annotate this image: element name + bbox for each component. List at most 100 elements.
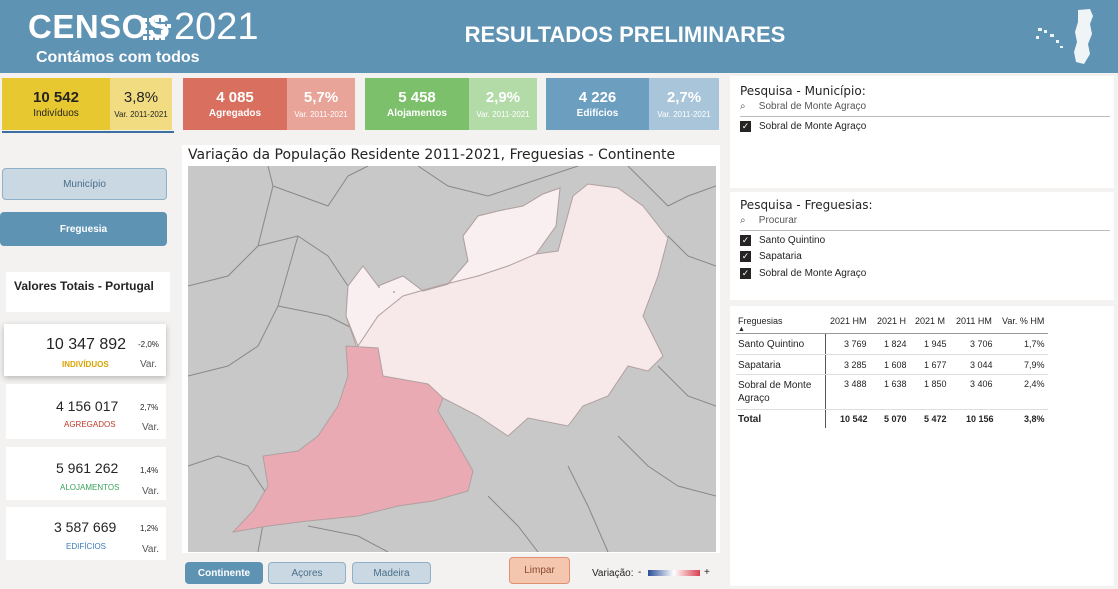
kpi-individuos: 10 542 Indivíduos 3,8% Var. 2011-2021 (2, 78, 172, 130)
totals-title-card: Valores Totais - Portugal (6, 272, 170, 312)
search-icon: ⌕ (740, 101, 746, 112)
table-cell: 1,7% (1024, 339, 1045, 349)
total-pct: 1,4% (140, 466, 159, 475)
column-divider (825, 334, 826, 428)
freguesia-slicer-title: Pesquisa - Freguesias: (740, 198, 873, 212)
freguesia-button[interactable]: Freguesia (0, 212, 167, 246)
legend-gradient (648, 570, 700, 576)
table-cell: 7,9% (1024, 360, 1045, 370)
total-label: EDIFÍCIOS (66, 542, 107, 551)
municipio-item-label: Sobral de Monte Agraço (759, 121, 867, 132)
table-total-label: Total (738, 414, 762, 425)
municipio-item-0[interactable]: ✓ Sobral de Monte Agraço (740, 121, 866, 132)
column-header-2021-h[interactable]: 2021 H (877, 316, 907, 326)
total-card-individuos: 10 347 892 -2,0% INDIVÍDUOS Var. (4, 324, 166, 376)
kpi-value: 10 542 (33, 89, 79, 106)
column-header-2021-hm[interactable]: 2021 HM (830, 316, 867, 326)
column-header-2021-m[interactable]: 2021 M (915, 316, 946, 326)
legend-label: Variação: (592, 568, 634, 579)
freguesia-item-0[interactable]: ✓ Santo Quintino (740, 235, 825, 246)
limpar-button[interactable]: Limpar (509, 557, 570, 584)
kpi-value: 5 458 (398, 89, 436, 106)
total-pct: 2,7% (140, 403, 159, 412)
freguesia-item-1[interactable]: ✓ Sapataria (740, 251, 802, 262)
row-divider (736, 354, 1048, 355)
municipio-slicer (730, 76, 1114, 188)
kpi-alojamentos: 5 458 Alojamentos 2,9% Var. 2011-2021 (365, 78, 537, 130)
checkbox-checked-icon: ✓ (740, 121, 751, 132)
kpi-var-label: Var. 2011-2021 (294, 110, 348, 119)
logo-year: 2021 (174, 6, 259, 48)
kpi-agregados: 4 085 Agregados 5,7% Var. 2011-2021 (183, 78, 355, 130)
kpi-label: Indivíduos (33, 108, 79, 119)
freguesias-table (730, 306, 1114, 586)
madeira-button[interactable]: Madeira (352, 562, 431, 584)
table-cell: 3 488 (844, 379, 867, 389)
freguesia-slicer (730, 192, 1114, 300)
map-title: Variação da População Residente 2011-202… (188, 147, 676, 163)
checkbox-checked-icon: ✓ (740, 268, 751, 279)
table-total-cell: 10 156 (966, 414, 994, 424)
total-card-alojamentos: 5 961 262 1,4% ALOJAMENTOS Var. (6, 447, 166, 500)
kpi-label: Edifícios (576, 108, 619, 119)
total-value: 4 156 017 (56, 398, 119, 414)
portugal-map-icon (1036, 9, 1093, 64)
table-cell: Santo Quintino (738, 339, 805, 350)
municipio-button[interactable]: Município (2, 168, 167, 200)
kpi-pct: 2,9% (485, 89, 521, 106)
total-card-agregados: 4 156 017 2,7% AGREGADOS Var. (6, 384, 166, 439)
row-divider (736, 409, 1048, 410)
table-total-cell: 10 542 (840, 414, 868, 424)
legend-minus: - (638, 567, 642, 578)
column-header-2011-hm[interactable]: 2011 HM (956, 316, 992, 326)
freguesia-item-label: Sobral de Monte Agraço (759, 268, 867, 279)
search-icon: ⌕ (740, 215, 746, 226)
kpi-value: 4 226 (578, 89, 617, 106)
municipio-search-input[interactable]: ⌕ Sobral de Monte Agraço (740, 101, 1110, 117)
freguesia-santo-quintino[interactable] (345, 187, 561, 348)
table-cell: 2,4% (1024, 379, 1045, 389)
total-var-label: Var. (140, 359, 158, 370)
kpi-var-label: Var. 2011-2021 (476, 110, 530, 119)
table-cell: 3 044 (970, 360, 993, 370)
page-title: RESULTADOS PRELIMINARES (464, 22, 786, 47)
freguesia-map[interactable] (188, 166, 716, 552)
table-cell: 1 638 (884, 379, 907, 389)
freguesia-item-2[interactable]: ✓ Sobral de Monte Agraço (740, 268, 866, 279)
total-var-label: Var. (142, 422, 160, 433)
checkbox-checked-icon: ✓ (740, 235, 751, 246)
column-header-var-hm[interactable]: Var. % HM (1002, 316, 1045, 326)
acores-button[interactable]: Açores (268, 562, 346, 584)
table-cell: 3 769 (844, 339, 867, 349)
total-label: AGREGADOS (64, 420, 116, 429)
header-bar (0, 0, 1118, 73)
freguesia-sapataria[interactable] (231, 345, 474, 533)
table-cell: 3 706 (970, 339, 993, 349)
continente-button[interactable]: Continente (185, 562, 263, 584)
table-cell: 1 608 (884, 360, 907, 370)
freguesia-search-placeholder: Procurar (758, 215, 798, 226)
table-cell: 1 824 (884, 339, 907, 349)
freguesia-search-input[interactable]: ⌕ Procurar (740, 215, 1110, 231)
checkbox-checked-icon: ✓ (740, 251, 751, 262)
table-cell: 1 850 (924, 379, 947, 389)
column-header-freguesias[interactable]: Freguesias (738, 316, 783, 326)
kpi-pct: 3,8% (123, 89, 159, 106)
table-total-cell: 5 472 (924, 414, 947, 424)
table-cell: 1 945 (924, 339, 947, 349)
total-card-edificios: 3 587 669 1,2% EDIFÍCIOS Var. (6, 507, 166, 560)
total-var-label: Var. (142, 544, 160, 555)
kpi-pct: 5,7% (303, 89, 339, 106)
table-total-cell: 3,8% (1024, 414, 1045, 424)
kpi-var-label: Var. 2011-2021 (657, 110, 711, 119)
logo-grid-icon (143, 18, 171, 40)
row-divider (736, 374, 1048, 375)
kpi-value: 4 085 (216, 89, 254, 106)
kpi-var-label: Var. 2011-2021 (114, 110, 168, 119)
total-label: ALOJAMENTOS (60, 483, 120, 492)
legend-plus: + (704, 567, 710, 578)
freguesia-item-label: Sapataria (759, 251, 802, 262)
table-cell: Sobral de Monte Agraço (738, 380, 812, 404)
kpi-label: Agregados (208, 108, 262, 119)
total-label: INDIVÍDUOS (62, 360, 109, 369)
